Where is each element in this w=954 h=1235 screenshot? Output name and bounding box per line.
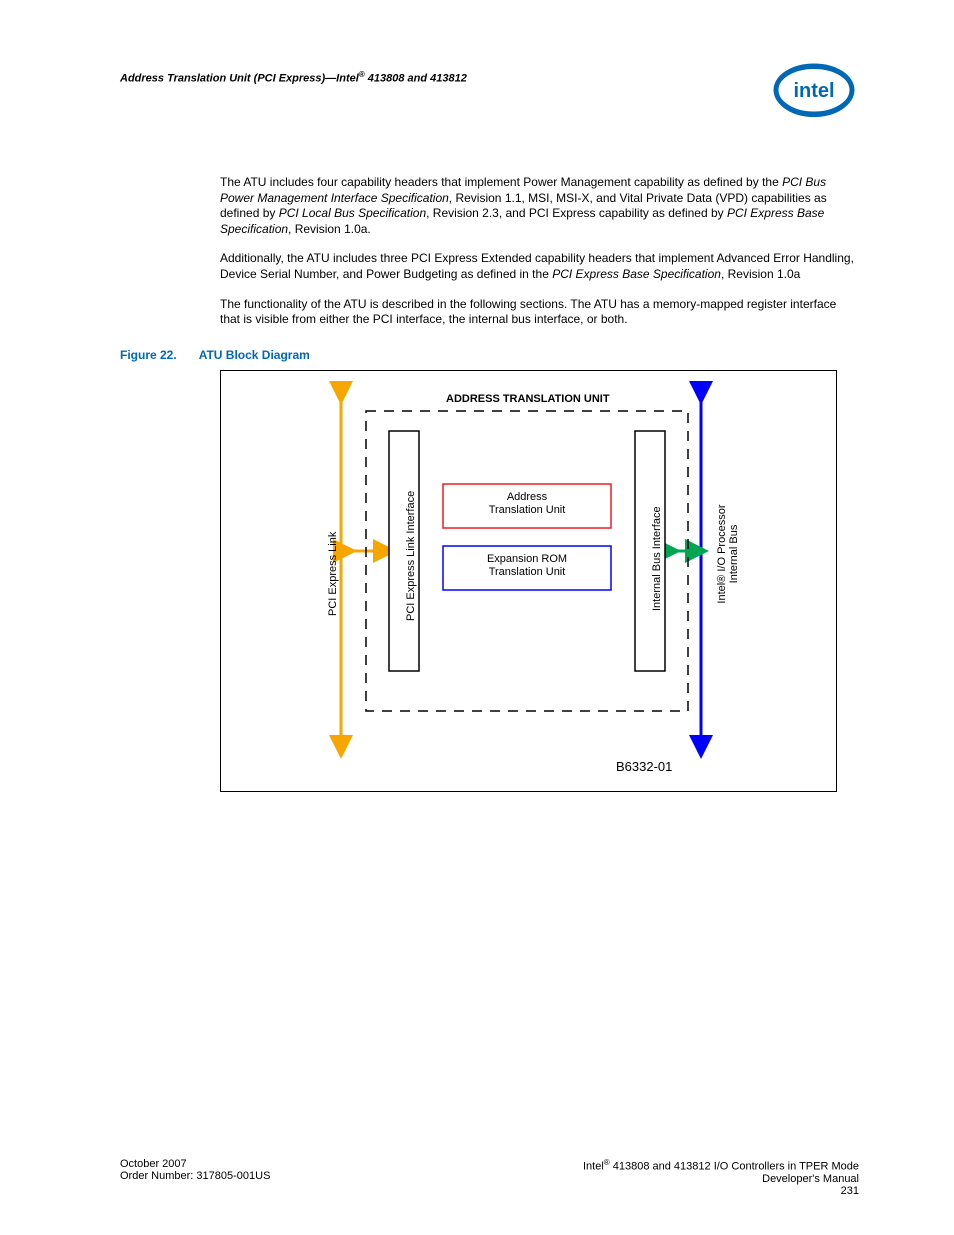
section-title: Address Translation Unit (PCI Express)—I… — [120, 60, 467, 85]
footer-left: October 2007 Order Number: 317805-001US — [120, 1158, 270, 1197]
footer-doc-title-post: 413808 and 413812 I/O Controllers in TPE… — [610, 1161, 859, 1173]
footer-doc-title-pre: Intel — [583, 1161, 604, 1173]
figure-caption: Figure 22. ATU Block Diagram — [120, 348, 859, 362]
footer-right: Intel® 413808 and 413812 I/O Controllers… — [583, 1158, 859, 1197]
figure-number: Figure 22. — [120, 348, 177, 362]
atu-block-label: AddressTranslation Unit — [443, 491, 611, 517]
footer-order: Order Number: 317805-001US — [120, 1170, 270, 1182]
section-title-post: 413808 and 413812 — [365, 73, 467, 85]
p1-italic-2: PCI Local Bus Specification — [279, 206, 426, 220]
paragraph-3: The functionality of the ATU is describe… — [220, 297, 859, 328]
page-footer: October 2007 Order Number: 317805-001US … — [120, 1158, 859, 1197]
pci-express-link-interface-label: PCI Express Link Interface — [405, 491, 417, 621]
pci-express-link-label: PCI Express Link — [327, 531, 339, 615]
footer-doc-sub: Developer's Manual — [762, 1173, 859, 1185]
p1-text-d: , Revision 1.0a. — [288, 222, 371, 236]
svg-text:intel: intel — [793, 80, 834, 102]
intel-logo-icon: intel — [769, 60, 859, 120]
diagram-id: B6332-01 — [616, 759, 672, 774]
internal-bus-interface-label: Internal Bus Interface — [651, 506, 663, 611]
rom-block-label: Expansion ROMTranslation Unit — [443, 553, 611, 579]
figure-title: ATU Block Diagram — [199, 348, 310, 362]
atu-block-diagram: ADDRESS TRANSLATION UNIT PCI Express Lin… — [220, 370, 837, 792]
paragraph-1: The ATU includes four capability headers… — [220, 175, 859, 237]
page-header: Address Translation Unit (PCI Express)—I… — [120, 60, 859, 120]
p2-text-b: , Revision 1.0a — [721, 267, 800, 281]
p1-text-a: The ATU includes four capability headers… — [220, 175, 782, 189]
footer-date: October 2007 — [120, 1158, 187, 1170]
section-title-pre: Address Translation Unit (PCI Express)—I… — [120, 73, 359, 85]
diagram-title: ADDRESS TRANSLATION UNIT — [446, 393, 610, 406]
paragraph-2: Additionally, the ATU includes three PCI… — [220, 251, 859, 282]
footer-pagenum: 231 — [841, 1185, 859, 1197]
p1-text-c: , Revision 2.3, and PCI Express capabili… — [426, 206, 727, 220]
p2-italic-1: PCI Express Base Specification — [552, 267, 721, 281]
intel-io-processor-bus-label: Intel® I/O ProcessorInternal Bus — [716, 489, 740, 619]
